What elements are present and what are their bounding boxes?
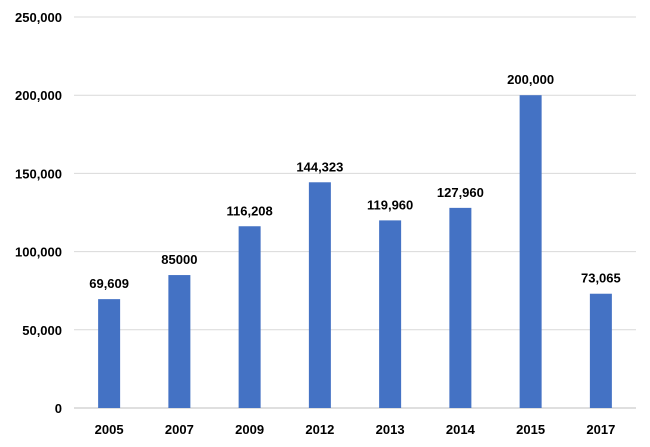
y-tick-label: 250,000 <box>15 10 62 25</box>
x-axis-tick-labels: 2005 2007 2009 2012 2013 2014 2015 2017 <box>95 422 616 437</box>
x-tick-label: 2005 <box>95 422 124 437</box>
y-tick-label: 200,000 <box>15 88 62 103</box>
data-label: 69,609 <box>89 276 129 291</box>
bars <box>98 95 612 408</box>
bar <box>238 226 261 408</box>
bar <box>308 182 331 408</box>
x-tick-label: 2009 <box>235 422 264 437</box>
y-tick-label: 50,000 <box>22 323 62 338</box>
data-label: 119,960 <box>367 197 413 212</box>
x-tick-label: 2007 <box>165 422 194 437</box>
data-label: 73,065 <box>581 271 621 286</box>
data-label: 85000 <box>161 252 197 267</box>
data-label: 200,000 <box>507 72 554 87</box>
data-labels: 69,609 85000 116,208 144,323 119,960 127,960 2… <box>89 72 621 291</box>
x-tick-label: 2015 <box>516 422 545 437</box>
bar <box>449 207 472 408</box>
y-tick-label: 150,000 <box>15 166 62 181</box>
x-tick-label: 2012 <box>305 422 334 437</box>
x-tick-label: 2014 <box>446 422 476 437</box>
data-label: 144,323 <box>296 159 343 174</box>
bar <box>519 95 542 408</box>
x-tick-label: 2017 <box>586 422 615 437</box>
bar <box>379 220 402 408</box>
data-label: 116,208 <box>226 203 272 218</box>
bar <box>98 299 121 408</box>
bar <box>168 275 191 408</box>
y-axis-tick-labels: 0 50,000 100,000 150,000 200,000 250,000 <box>15 10 62 416</box>
bar <box>589 293 612 408</box>
y-tick-label: 100,000 <box>15 245 62 260</box>
x-tick-label: 2013 <box>376 422 405 437</box>
gridlines <box>74 16 636 409</box>
data-label: 127,960 <box>437 185 484 200</box>
y-tick-label: 0 <box>55 401 62 416</box>
